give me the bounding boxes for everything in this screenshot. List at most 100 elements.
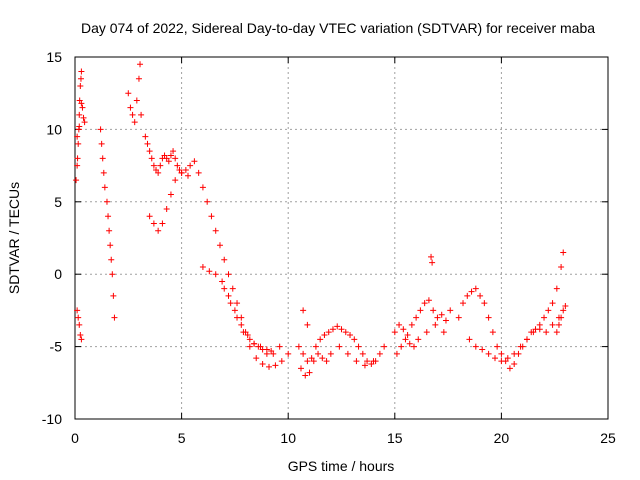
data-point	[541, 314, 548, 321]
data-point	[425, 297, 432, 304]
data-point	[79, 104, 86, 111]
data-point	[272, 362, 279, 369]
data-point	[319, 355, 326, 362]
data-point	[74, 307, 81, 314]
data-point	[315, 350, 322, 357]
data-point	[219, 278, 226, 285]
data-point	[78, 100, 85, 107]
data-point	[135, 75, 142, 82]
data-point	[466, 336, 473, 343]
data-point	[150, 162, 157, 169]
data-point	[172, 155, 179, 162]
data-point	[199, 263, 206, 270]
data-point	[413, 314, 420, 321]
y-tick-label: 15	[46, 49, 62, 65]
data-point	[108, 256, 115, 263]
data-point	[543, 329, 550, 336]
data-point	[468, 288, 475, 295]
data-point	[396, 321, 403, 328]
x-tick-label: 5	[178, 430, 186, 446]
data-point	[178, 169, 185, 176]
data-point	[555, 321, 562, 328]
data-point	[98, 140, 105, 147]
data-point	[325, 329, 332, 336]
data-point	[297, 365, 304, 372]
x-tick-label: 25	[600, 430, 616, 446]
data-point	[100, 169, 107, 176]
data-point	[415, 336, 422, 343]
data-point	[276, 343, 283, 350]
data-point	[353, 358, 360, 365]
data-point	[398, 343, 405, 350]
data-point	[355, 343, 362, 350]
data-point	[212, 227, 219, 234]
data-point	[361, 362, 368, 369]
data-point	[323, 358, 330, 365]
data-point	[376, 350, 383, 357]
data-point	[167, 191, 174, 198]
data-point	[246, 343, 253, 350]
data-point	[137, 61, 144, 68]
data-point	[77, 82, 84, 89]
data-point	[125, 90, 132, 97]
data-point	[347, 332, 354, 339]
data-point	[492, 355, 499, 362]
data-point	[438, 311, 445, 318]
data-point	[73, 177, 80, 184]
data-point	[336, 343, 343, 350]
data-point	[184, 172, 191, 179]
data-point	[558, 263, 565, 270]
y-tick-label: 0	[54, 266, 62, 282]
y-tick-label: -5	[50, 339, 63, 355]
x-tick-label: 15	[387, 430, 403, 446]
data-point	[74, 155, 81, 162]
data-point	[479, 346, 486, 353]
data-point	[447, 307, 454, 314]
data-point	[208, 213, 215, 220]
y-tick-label: -10	[42, 411, 62, 427]
data-point	[78, 336, 85, 343]
data-point	[429, 259, 436, 266]
data-point	[257, 343, 264, 350]
data-point	[106, 227, 113, 234]
data-point	[74, 162, 81, 169]
data-point	[485, 350, 492, 357]
data-point	[549, 321, 556, 328]
data-point	[142, 133, 149, 140]
data-point	[408, 321, 415, 328]
data-point	[129, 111, 136, 118]
data-point	[393, 350, 400, 357]
data-point	[206, 268, 213, 275]
x-tick-label: 10	[280, 430, 296, 446]
data-point	[511, 350, 518, 357]
data-point	[560, 307, 567, 314]
data-point	[423, 329, 430, 336]
data-point	[221, 256, 228, 263]
data-point	[300, 350, 307, 357]
data-point	[562, 303, 569, 310]
data-point	[76, 123, 83, 130]
data-point	[504, 355, 511, 362]
data-point	[460, 300, 467, 307]
data-point	[477, 292, 484, 299]
data-point	[440, 329, 447, 336]
data-point	[263, 346, 270, 353]
chart-title: Day 074 of 2022, Sidereal Day-to-day VTE…	[81, 20, 595, 36]
data-point	[244, 332, 251, 339]
data-point	[157, 162, 164, 169]
data-point	[225, 271, 232, 278]
data-point	[172, 177, 179, 184]
y-tick-labels: -10 -5 0 5 10 15	[42, 49, 62, 427]
data-point	[187, 162, 194, 169]
y-axis-title: SDTVAR / TECUs	[6, 182, 22, 294]
data-point	[553, 329, 560, 336]
data-point	[99, 155, 106, 162]
y-tick-label: 10	[46, 121, 62, 137]
data-point	[103, 198, 110, 205]
data-point	[109, 271, 116, 278]
data-point	[251, 340, 258, 347]
data-point	[391, 329, 398, 336]
x-tick-label: 20	[494, 430, 510, 446]
